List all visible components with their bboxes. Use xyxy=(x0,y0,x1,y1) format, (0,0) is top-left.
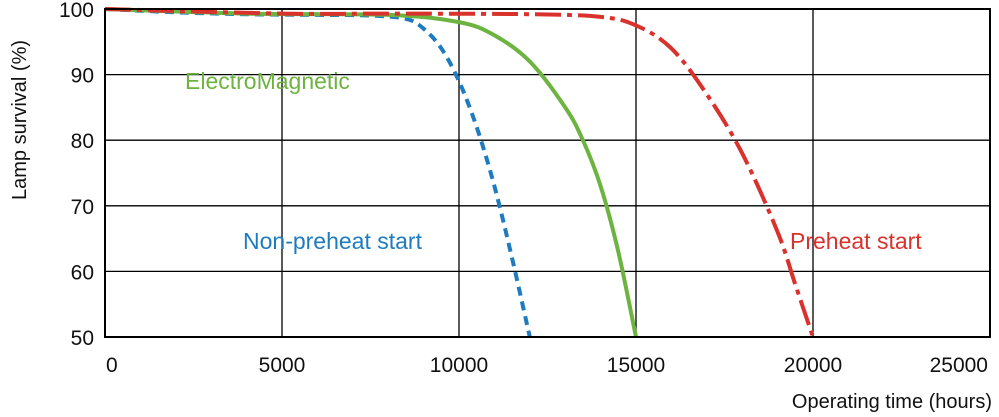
y-tick-label: 100 xyxy=(59,0,94,22)
series-label-electromagnetic: ElectroMagnetic xyxy=(185,68,350,94)
y-tick-label: 80 xyxy=(71,130,94,153)
x-axis-label: Operating time (hours) xyxy=(792,391,992,413)
x-tick-label: 15000 xyxy=(607,354,665,377)
y-axis-label: Lamp survival (%) xyxy=(9,40,31,200)
x-tick-label: 0 xyxy=(106,354,118,377)
grid xyxy=(104,8,991,338)
x-tick-label: 25000 xyxy=(930,354,988,377)
x-tick-label: 20000 xyxy=(784,354,842,377)
y-tick-label: 70 xyxy=(71,196,94,219)
series-lines xyxy=(104,7,815,338)
tick-labels: 0 5000 10000 15000 20000 25000 100 90 80 70 60 50 xyxy=(59,0,988,377)
plot-frame xyxy=(104,8,991,338)
series-labels: Non-preheat start ElectroMagnetic Preheat … xyxy=(185,68,922,254)
series-label-preheat-start: Preheat start xyxy=(790,228,922,254)
x-tick-label: 5000 xyxy=(259,354,306,377)
series-label-non-preheat-start: Non-preheat start xyxy=(243,228,423,254)
y-tick-label: 90 xyxy=(71,65,94,88)
y-tick-label: 60 xyxy=(71,261,94,284)
series-line-preheat-start xyxy=(104,7,815,338)
x-tick-label: 10000 xyxy=(430,354,488,377)
series-line-electromagnetic xyxy=(104,7,638,338)
series-line-non-preheat-start xyxy=(104,7,532,338)
y-tick-label: 50 xyxy=(71,327,94,350)
